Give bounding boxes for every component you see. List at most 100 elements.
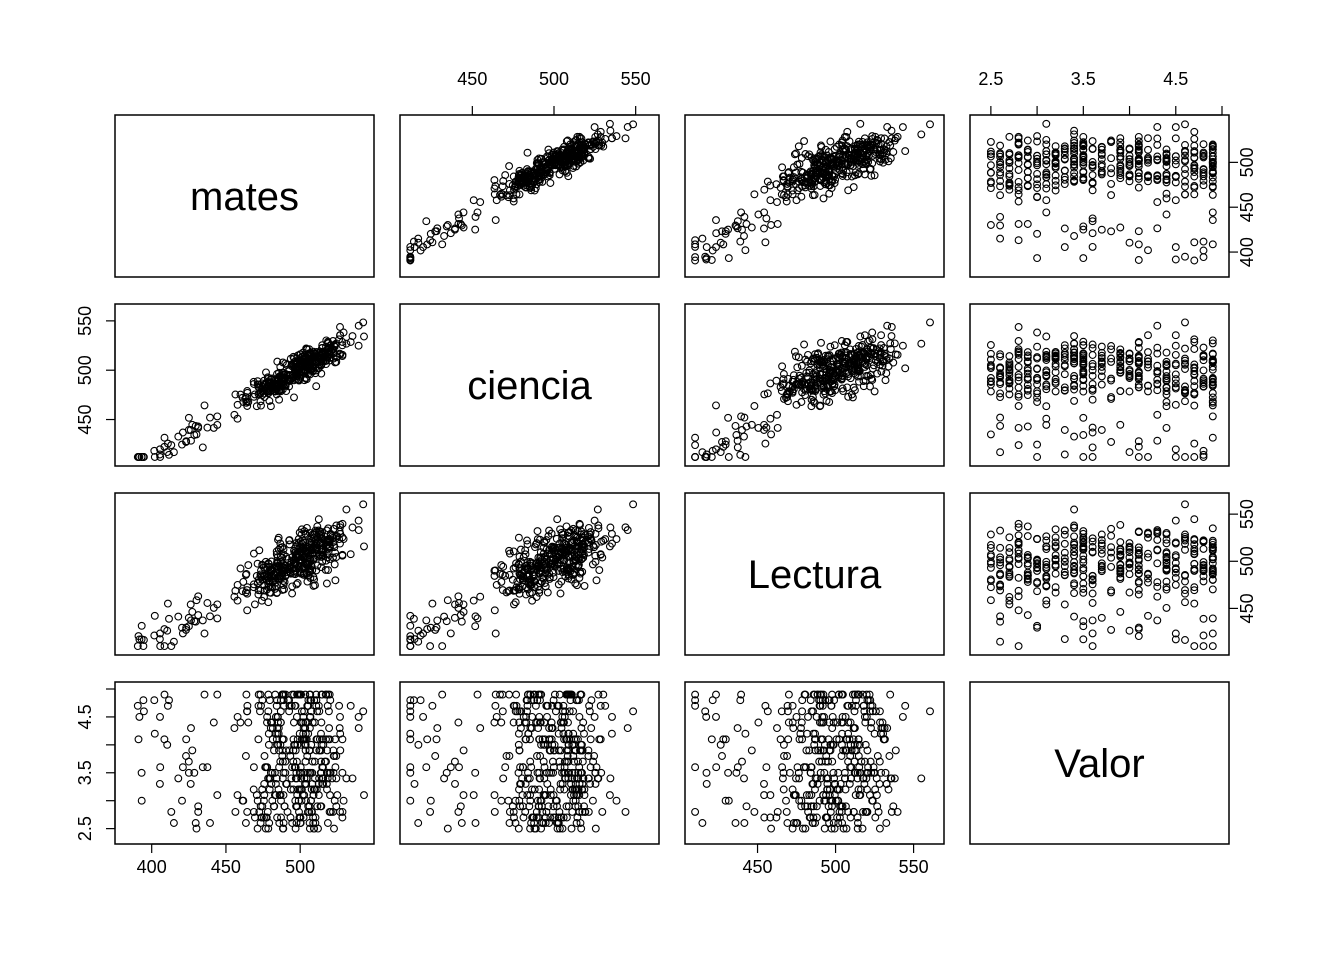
data-point	[293, 351, 302, 360]
data-point	[535, 802, 543, 811]
data-point	[792, 712, 801, 721]
data-point	[282, 387, 291, 396]
data-point	[788, 718, 797, 727]
data-point	[428, 701, 437, 710]
data-point	[1070, 396, 1079, 405]
data-point	[986, 575, 995, 584]
data-point	[261, 824, 270, 833]
data-point	[773, 198, 781, 207]
data-point	[182, 438, 190, 446]
data-point	[406, 712, 415, 721]
data-point	[451, 779, 459, 788]
data-point	[1190, 127, 1199, 136]
data-point	[1097, 358, 1106, 367]
data-point	[1208, 566, 1217, 575]
data-point	[986, 387, 995, 396]
data-point	[298, 791, 307, 800]
data-point	[1023, 366, 1032, 375]
data-point	[1014, 546, 1023, 555]
data-point	[531, 184, 540, 193]
data-point	[1181, 356, 1189, 365]
data-point	[702, 255, 711, 264]
data-point	[1079, 152, 1088, 161]
data-point	[178, 763, 187, 772]
data-point	[596, 127, 605, 136]
data-point	[496, 690, 504, 699]
data-point	[691, 696, 700, 705]
data-point	[515, 746, 524, 755]
data-point	[156, 445, 164, 454]
data-point	[571, 796, 580, 805]
data-point	[1134, 168, 1143, 177]
data-point	[1014, 166, 1023, 174]
data-point	[542, 701, 551, 710]
data-point	[505, 819, 514, 827]
data-point	[1116, 361, 1125, 370]
data-point	[322, 779, 331, 788]
data-point	[811, 385, 820, 394]
data-point	[562, 522, 571, 531]
data-point	[782, 193, 790, 202]
data-point	[783, 819, 792, 827]
panel-frame	[684, 303, 945, 467]
data-point	[1107, 354, 1116, 363]
data-point	[213, 412, 222, 421]
data-point	[1070, 130, 1079, 139]
data-point	[1107, 543, 1116, 552]
data-point	[262, 575, 270, 584]
data-point	[497, 796, 506, 805]
data-point	[540, 552, 549, 561]
data-point	[809, 779, 818, 788]
data-point	[243, 606, 252, 615]
data-point	[986, 563, 995, 572]
data-point	[584, 138, 593, 147]
data-point	[712, 216, 720, 225]
data-point	[303, 752, 312, 760]
data-point	[584, 807, 593, 816]
data-point	[821, 351, 830, 360]
data-point	[996, 586, 1005, 595]
data-point	[502, 752, 511, 760]
data-point	[297, 774, 306, 783]
data-point	[842, 746, 851, 755]
data-point	[867, 724, 875, 733]
data-point	[1208, 216, 1217, 225]
data-point	[1079, 341, 1088, 350]
data-point	[996, 369, 1005, 378]
data-point	[832, 142, 841, 151]
data-point	[1208, 393, 1217, 402]
data-point	[783, 752, 792, 760]
data-point	[917, 774, 926, 783]
data-point	[851, 156, 860, 165]
data-point	[329, 746, 338, 755]
data-point	[1042, 382, 1051, 391]
data-point	[573, 581, 581, 590]
data-point	[203, 763, 212, 772]
data-point	[1190, 335, 1199, 344]
data-point	[1042, 420, 1051, 429]
data-point	[354, 526, 363, 535]
data-point	[883, 321, 892, 330]
data-point	[1116, 223, 1125, 232]
data-point	[497, 189, 506, 198]
data-point	[1116, 166, 1125, 175]
data-point	[590, 123, 599, 132]
data-point	[1079, 551, 1088, 560]
data-point	[575, 763, 584, 772]
data-point	[1116, 520, 1125, 529]
data-point	[580, 802, 588, 811]
data-point	[1042, 350, 1051, 359]
data-point	[338, 768, 347, 777]
data-point	[1116, 162, 1125, 171]
data-point	[1144, 611, 1152, 620]
data-point	[545, 768, 554, 777]
data-point	[311, 774, 319, 783]
data-point	[800, 340, 809, 349]
data-point	[1088, 340, 1097, 349]
data-point	[241, 588, 250, 597]
data-point	[279, 791, 288, 800]
data-point	[558, 779, 567, 788]
data-point	[701, 707, 710, 716]
data-point	[1097, 380, 1106, 389]
data-point	[342, 339, 351, 348]
